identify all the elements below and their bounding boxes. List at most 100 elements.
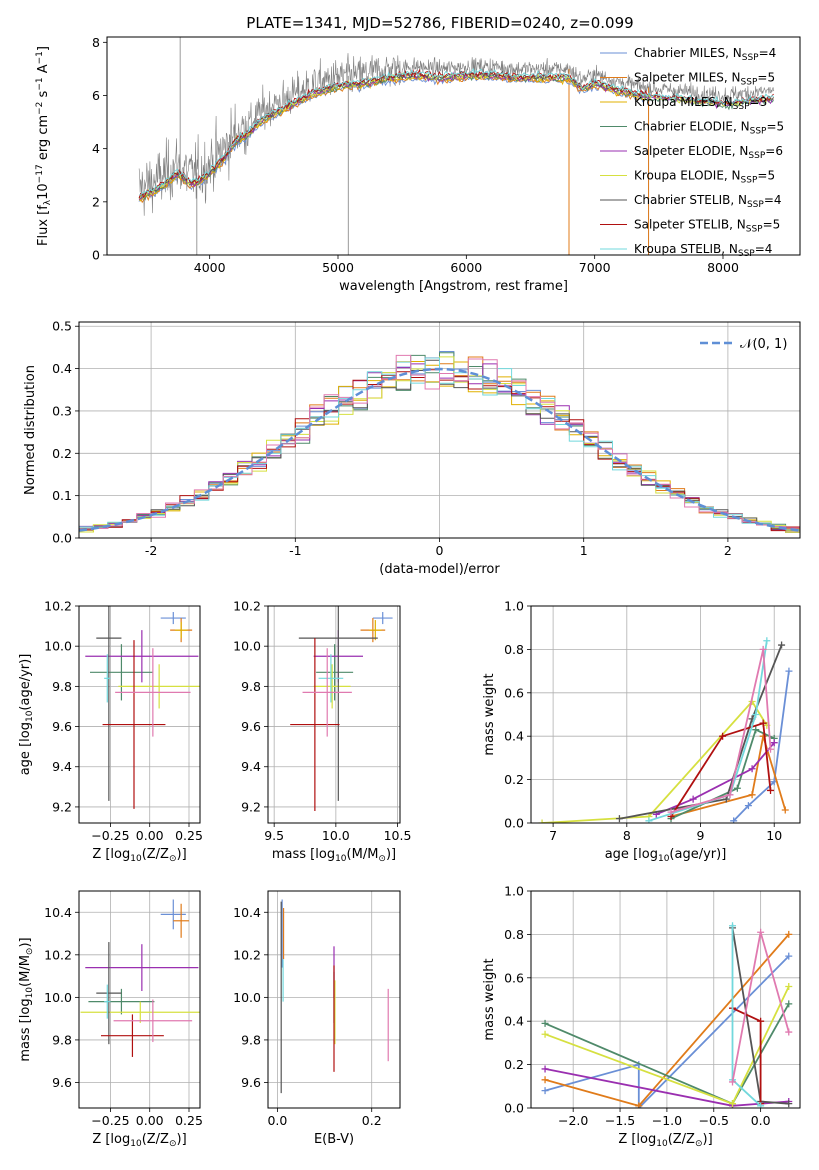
y-tick-label: 0.2 xyxy=(52,446,72,461)
x-axis-label-part: (M/M xyxy=(347,847,379,862)
y-tick-label: 10.2 xyxy=(44,599,72,614)
axes-frame xyxy=(267,890,401,1109)
x-tick-label: -2 xyxy=(145,543,157,558)
x-axis-label-part: 10 xyxy=(335,854,347,864)
y-tick-label: 10.0 xyxy=(233,990,261,1005)
panel-age_vs_Z: −0.25 0.00 0.259.29.49.69.810.010.2Z [log1… xyxy=(18,599,203,865)
x-tick-label: −1.0 xyxy=(652,1113,682,1128)
legend-label-part: SSP xyxy=(750,127,767,137)
weight-marker xyxy=(730,817,738,823)
y-tick-label: 0.5 xyxy=(52,319,72,334)
weight-marker xyxy=(744,802,752,810)
weight-marker xyxy=(729,1100,737,1108)
weight-marker xyxy=(748,765,756,773)
y-tick-label: 10.4 xyxy=(233,905,261,920)
legend-label-part: =4 xyxy=(764,193,782,207)
weight-line xyxy=(655,742,775,816)
legend-label-part: SSP xyxy=(738,249,755,259)
x-axis-label-part: 10 xyxy=(130,854,142,864)
weight-marker xyxy=(759,719,767,727)
weight-line xyxy=(670,649,772,813)
x-tick-label: 5000 xyxy=(322,260,354,275)
residual-histogram xyxy=(79,354,800,530)
y-axis-label-part: −17 xyxy=(35,164,45,183)
x-axis-label-part: ⊙ xyxy=(378,854,386,864)
x-tick-label: 10.0 xyxy=(322,828,350,843)
x-axis-label-part: ⊙ xyxy=(169,1139,177,1149)
x-axis-label-part: (Z/Z xyxy=(668,1132,695,1147)
y-axis-label-part: A xyxy=(36,64,51,77)
y-tick-label: 9.8 xyxy=(241,1032,261,1047)
weight-marker xyxy=(748,791,756,799)
x-tick-label: 0.2 xyxy=(362,1113,382,1128)
y-axis-label: age [log10(age/yr)] xyxy=(18,654,35,776)
y-axis-label-part: −1 xyxy=(35,77,45,90)
y-tick-label: 0.8 xyxy=(504,927,524,942)
weight-marker xyxy=(763,637,771,645)
y-axis-label-part: erg cm xyxy=(36,115,51,164)
x-tick-label: 9.5 xyxy=(264,828,284,843)
y-axis-label-part: (M/M xyxy=(18,955,33,987)
x-axis-label: wavelength [Angstrom, rest frame] xyxy=(339,279,568,294)
weight-marker xyxy=(767,745,775,753)
x-axis-label-part: age [log xyxy=(605,847,658,862)
weight-marker xyxy=(759,645,767,653)
y-tick-label: 0.8 xyxy=(504,642,524,657)
weight-marker xyxy=(752,711,760,718)
weight-marker xyxy=(538,819,546,823)
x-tick-label: 7000 xyxy=(579,260,611,275)
x-tick-label: 0.0 xyxy=(751,1113,771,1128)
weight-marker xyxy=(767,786,775,794)
weight-marker xyxy=(729,1078,737,1086)
legend-label: Salpeter STELIB, NSSP=5 xyxy=(634,218,780,235)
panel-spectrum: 4000 5000 6000 7000 8000 0 2 4 6 8 Chabrier MILES,… xyxy=(35,35,801,294)
legend-label-part: Salpeter STELIB, N xyxy=(634,218,746,232)
y-axis-label-part: Flux [f xyxy=(36,205,51,246)
legend-label: Chabrier STELIB, NSSP=4 xyxy=(634,193,782,210)
x-axis-label-part: (Z/Z xyxy=(142,847,169,862)
x-axis-label-part: Z [log xyxy=(618,1132,656,1147)
plot-area xyxy=(268,606,400,823)
axes-frame xyxy=(78,321,801,539)
x-tick-label: 0 xyxy=(436,543,444,558)
observed-spectrum xyxy=(138,53,775,216)
legend-label-part: SSP xyxy=(741,78,758,88)
weight-marker xyxy=(757,928,765,936)
y-tick-label: 10.2 xyxy=(233,599,261,614)
weight-marker xyxy=(615,815,623,823)
y-axis-label-part: −2 xyxy=(35,102,45,115)
y-tick-label: 0.6 xyxy=(504,970,524,985)
figure-title: PLATE=1341, MJD=52786, FIBERID=0240, z=0… xyxy=(246,14,633,32)
y-tick-label: 0.0 xyxy=(504,1101,524,1116)
weight-marker xyxy=(785,667,793,675)
y-axis-label: mass [log10(M/M⊙)] xyxy=(18,937,35,1061)
weight-marker xyxy=(785,1100,793,1108)
y-axis-label-part: s xyxy=(36,90,51,101)
y-tick-label: 6 xyxy=(92,88,100,103)
model-fit-line xyxy=(138,73,647,202)
legend-label-part: Salpeter MILES, N xyxy=(634,71,741,85)
y-tick-label: 0.4 xyxy=(504,1014,524,1029)
legend-label: Kroupa ELODIE, NSSP=5 xyxy=(634,169,775,186)
gaussian-curve xyxy=(79,367,800,532)
panel-weight_vs_Z: −2.0 −1.5 −1.0 −0.5 0.0 0.0 0.2 0.4 0.6 0.8 1.0 Z [… xyxy=(482,884,801,1149)
weight-marker xyxy=(645,817,653,823)
weight-marker xyxy=(770,739,778,747)
plot-area xyxy=(531,606,800,823)
y-axis-label: Normed distribution xyxy=(23,365,38,495)
weight-marker xyxy=(785,1000,793,1008)
y-tick-label: 9.2 xyxy=(241,799,261,814)
y-tick-label: 1.0 xyxy=(504,884,524,899)
panel-age_vs_mass: 9.5 10.0 10.5 9.2 9.4 9.6 9.8 10.0 10.2 mass [log… xyxy=(233,599,411,865)
y-tick-label: 9.6 xyxy=(241,1075,261,1090)
model-fit-line xyxy=(138,72,646,204)
weight-line xyxy=(542,700,768,823)
x-tick-label: 8000 xyxy=(707,260,739,275)
weight-marker xyxy=(781,806,789,814)
y-tick-label: 9.4 xyxy=(52,759,72,774)
legend-label-part: Kroupa STELIB, N xyxy=(634,242,738,256)
x-axis-label-part: 10 xyxy=(656,1139,668,1149)
legend-label-part: =5 xyxy=(757,71,775,85)
